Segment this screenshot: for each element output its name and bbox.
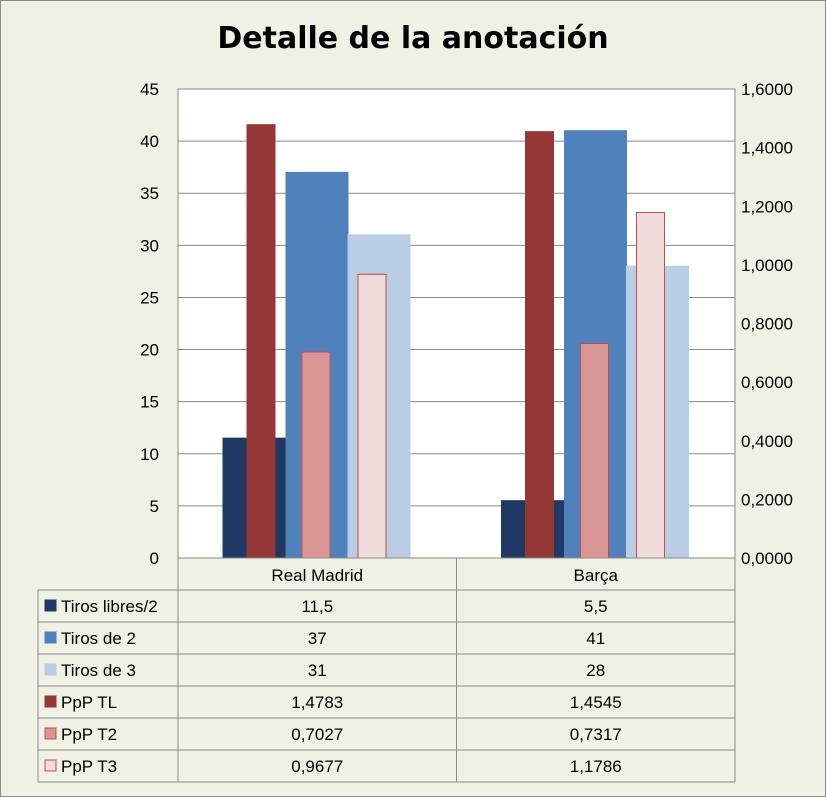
y-left-tick-label: 35 <box>140 184 159 203</box>
table-header-label: Real Madrid <box>271 566 363 585</box>
legend-swatch <box>44 599 57 612</box>
legend-swatch <box>44 695 57 708</box>
data-label: 28 <box>586 661 605 680</box>
legend-swatch <box>44 663 57 676</box>
y-left-tick-label: 25 <box>140 288 159 307</box>
legend-label: Tiros libres/2 <box>61 597 158 616</box>
y-right-tick-label: 0,2000 <box>741 490 793 509</box>
legend-swatch <box>44 631 57 644</box>
y-left-tick-label: 0 <box>150 549 159 568</box>
y-right-tick-label: 1,0000 <box>741 256 793 275</box>
legend-label: PpP T2 <box>61 725 117 744</box>
legend-swatch <box>44 759 57 772</box>
data-label: 11,5 <box>301 597 333 616</box>
legend-label: Tiros de 3 <box>61 661 136 680</box>
bar <box>580 343 609 559</box>
legend-label: PpP TL <box>61 693 117 712</box>
legend-label: Tiros de 2 <box>61 629 136 648</box>
y-right-tick-label: 1,6000 <box>741 80 793 99</box>
data-label: 37 <box>308 629 327 648</box>
y-right-tick-label: 0,4000 <box>741 432 793 451</box>
y-right-tick-label: 1,4000 <box>741 139 793 158</box>
y-right-tick-label: 0,6000 <box>741 373 793 392</box>
data-label: 0,9677 <box>291 757 343 776</box>
bar <box>357 273 387 559</box>
chart-title: Detalle de la anotación <box>217 21 609 56</box>
y-left-tick-label: 45 <box>140 80 159 99</box>
y-right-tick-label: 1,2000 <box>741 197 793 216</box>
bar <box>301 351 331 559</box>
data-label: 5,5 <box>584 597 608 616</box>
legend-swatch <box>44 727 57 740</box>
bar <box>525 131 554 559</box>
data-label: 41 <box>586 629 605 648</box>
bar <box>636 212 665 559</box>
table-header-label: Barça <box>574 566 619 585</box>
data-label: 0,7027 <box>291 725 343 744</box>
bar <box>246 124 276 559</box>
y-left-tick-label: 15 <box>140 393 159 412</box>
y-left-tick-label: 10 <box>140 445 159 464</box>
y-right-tick-label: 0,8000 <box>741 315 793 334</box>
data-label: 1,4783 <box>291 693 343 712</box>
data-label: 1,4545 <box>570 693 622 712</box>
legend-label: PpP T3 <box>61 757 117 776</box>
data-label: 31 <box>308 661 327 680</box>
y-left-tick-label: 5 <box>150 497 159 516</box>
y-left-tick-label: 20 <box>140 341 159 360</box>
y-right-tick-label: 0,0000 <box>741 549 793 568</box>
y-left-tick-label: 30 <box>140 236 159 255</box>
data-label: 1,1786 <box>570 757 622 776</box>
y-left-tick-label: 40 <box>140 132 159 151</box>
data-label: 0,7317 <box>570 725 622 744</box>
